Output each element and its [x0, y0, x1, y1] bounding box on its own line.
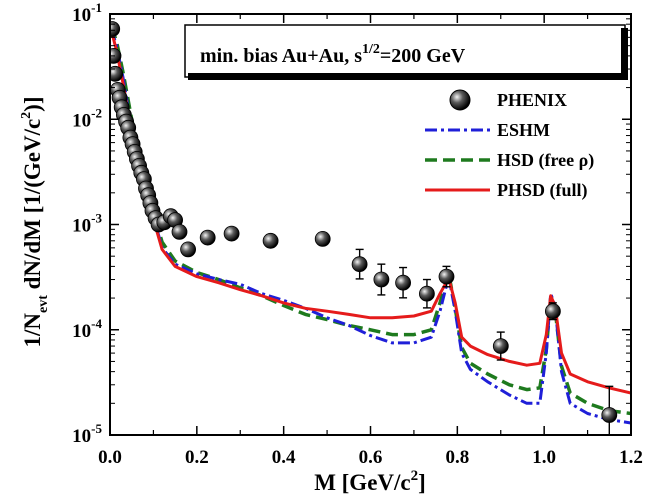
x-axis-title: M [GeV/c2] — [314, 468, 426, 495]
annotation-box: min. bias Au+Au, s1/2=200 GeV — [184, 24, 628, 80]
phenix-data-point — [223, 225, 240, 242]
x-tick-label: 0.6 — [359, 447, 383, 468]
series-line-phsd — [110, 29, 631, 395]
phenix-data-point — [314, 230, 331, 247]
x-tick-label: 1.0 — [532, 447, 556, 468]
phenix-data-point — [545, 303, 561, 320]
annotation-text: min. bias Au+Au, s1/2=200 GeV — [200, 42, 466, 67]
legend-item-phenix: PHENIX — [449, 89, 567, 111]
phenix-data-point — [492, 338, 509, 355]
phenix-data-point — [171, 223, 188, 240]
phenix-data-point — [110, 65, 124, 82]
series-line-hsd — [110, 26, 631, 416]
legend-item-eshm: ESHM — [425, 120, 550, 140]
x-tick-label: 0.0 — [98, 447, 122, 468]
axis-ticks: 0.0 0.2 0.4 0.6 0.8 1.0 1.2 10-5 10-4 10-3 10-2 10-… — [72, 0, 643, 468]
phenix-data-point — [262, 232, 279, 249]
legend-marker-phenix — [449, 89, 471, 111]
x-tick-label: 0.2 — [185, 447, 209, 468]
x-tick-label: 1.2 — [619, 447, 643, 468]
phenix-data-point — [601, 407, 618, 423]
y-tick-label: 10-3 — [72, 211, 102, 237]
y-tick-label: 10-1 — [72, 0, 102, 26]
legend-label-phsd: PHSD (full) — [497, 180, 588, 201]
legend-item-phsd: PHSD (full) — [425, 180, 588, 201]
phenix-data-point — [110, 21, 121, 37]
phenix-data-point — [373, 271, 390, 288]
phenix-data-point — [180, 241, 197, 258]
legend-label-hsd: HSD (free ρ) — [497, 150, 594, 171]
legend: PHENIX ESHM HSD (free ρ) PHSD (full) — [425, 89, 594, 201]
legend-item-hsd: HSD (free ρ) — [425, 150, 594, 171]
y-tick-label: 10-4 — [72, 316, 102, 342]
phenix-data-point — [199, 229, 216, 246]
legend-label-phenix: PHENIX — [497, 90, 567, 110]
phenix-data-point — [351, 256, 368, 273]
x-tick-label: 0.8 — [445, 447, 469, 468]
phenix-data-point — [438, 268, 455, 285]
legend-label-eshm: ESHM — [497, 120, 550, 140]
phenix-data-point — [418, 285, 435, 302]
phenix-data-point — [395, 274, 412, 291]
y-axis-title-group: 1/Nevt dN/dM [1/(GeV/c2)] — [19, 96, 51, 347]
x-tick-label: 0.4 — [272, 447, 296, 468]
y-axis-title: 1/Nevt dN/dM [1/(GeV/c2)] — [19, 96, 51, 347]
series-line-eshm — [110, 28, 631, 425]
y-tick-label: 10-2 — [72, 105, 102, 131]
y-tick-label: 10-5 — [72, 421, 102, 447]
phenix-data-point — [110, 48, 122, 64]
series-layer — [110, 21, 631, 435]
